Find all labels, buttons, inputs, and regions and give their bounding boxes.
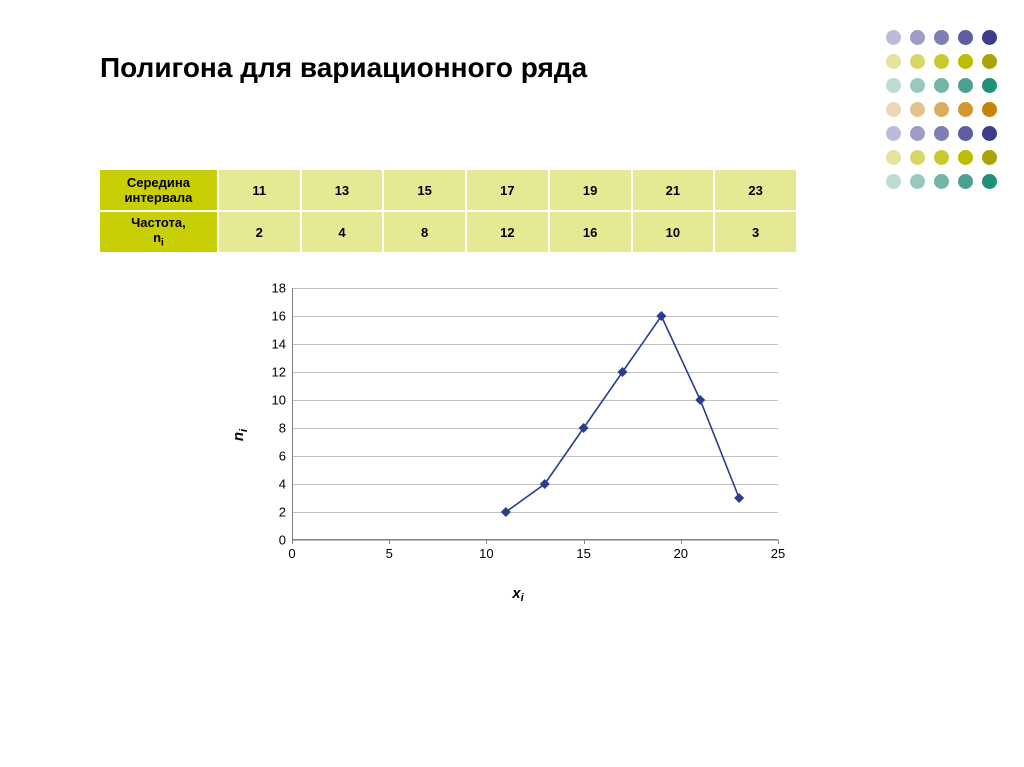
- decor-dot: [958, 54, 973, 69]
- decor-dot: [934, 78, 949, 93]
- decor-dot: [982, 30, 997, 45]
- y-tick-label: 12: [272, 365, 286, 380]
- decor-dot: [982, 126, 997, 141]
- decor-dot-grid: [886, 30, 1002, 194]
- decor-dot: [958, 150, 973, 165]
- frequency-table: Середина интервала 11 13 15 17 19 21 23 …: [98, 168, 798, 254]
- table-cell: 13: [302, 170, 383, 210]
- table-cell: 2: [219, 212, 300, 252]
- decor-dot: [982, 54, 997, 69]
- series-svg: [292, 288, 778, 540]
- decor-dot: [982, 174, 997, 189]
- data-marker: [579, 423, 589, 433]
- decor-dot: [886, 102, 901, 117]
- y-tick-label: 6: [279, 449, 286, 464]
- table-cell: 15: [384, 170, 465, 210]
- plot-area: 0246810121416180510152025: [292, 288, 778, 540]
- decor-dot: [958, 174, 973, 189]
- decor-dot: [982, 102, 997, 117]
- table-cell: 10: [633, 212, 714, 252]
- table-cell: 8: [384, 212, 465, 252]
- x-label-sub: i: [521, 592, 524, 604]
- x-axis-label: xi: [238, 585, 798, 602]
- row2-label-symbol: n: [153, 230, 161, 245]
- decor-dot: [886, 54, 901, 69]
- gridline: [292, 540, 778, 541]
- data-marker: [734, 493, 744, 503]
- decor-dot: [886, 174, 901, 189]
- y-tick-label: 10: [272, 393, 286, 408]
- x-tick-label: 0: [288, 546, 295, 561]
- x-tick-mark: [486, 540, 487, 544]
- decor-dot: [934, 150, 949, 165]
- y-tick-label: 0: [279, 533, 286, 548]
- y-tick-label: 4: [279, 477, 286, 492]
- decor-dot: [910, 150, 925, 165]
- x-tick-mark: [681, 540, 682, 544]
- table-row: Частота, ni 2 4 8 12 16 10 3: [100, 212, 796, 252]
- x-tick-mark: [389, 540, 390, 544]
- decor-dot: [886, 150, 901, 165]
- x-tick-mark: [778, 540, 779, 544]
- data-marker: [656, 311, 666, 321]
- decor-dot: [958, 102, 973, 117]
- decor-dot: [958, 30, 973, 45]
- y-label-sub: i: [238, 429, 250, 432]
- data-marker: [617, 367, 627, 377]
- row2-label-line1: Частота,: [131, 215, 186, 230]
- x-label-main: x: [512, 585, 520, 602]
- table-cell: 12: [467, 212, 548, 252]
- decor-dot: [886, 30, 901, 45]
- table-cell: 11: [219, 170, 300, 210]
- y-tick-label: 18: [272, 281, 286, 296]
- decor-dot: [910, 102, 925, 117]
- y-tick-label: 14: [272, 337, 286, 352]
- table-cell: 21: [633, 170, 714, 210]
- decor-dot: [886, 126, 901, 141]
- table-cell: 17: [467, 170, 548, 210]
- decor-dot: [982, 78, 997, 93]
- row2-label-subscript: i: [161, 238, 164, 249]
- row2-header: Частота, ni: [100, 212, 217, 252]
- decor-dot: [910, 126, 925, 141]
- x-tick-mark: [292, 540, 293, 544]
- decor-dot: [934, 174, 949, 189]
- decor-dot: [910, 78, 925, 93]
- decor-dot: [958, 78, 973, 93]
- decor-dot: [886, 78, 901, 93]
- decor-dot: [982, 150, 997, 165]
- table-cell: 19: [550, 170, 631, 210]
- x-tick-label: 15: [576, 546, 590, 561]
- y-tick-label: 8: [279, 421, 286, 436]
- polygon-chart: ni 0246810121416180510152025 xi: [238, 280, 798, 590]
- table-row: Середина интервала 11 13 15 17 19 21 23: [100, 170, 796, 210]
- y-axis-label: ni: [230, 429, 250, 441]
- x-tick-label: 20: [674, 546, 688, 561]
- y-tick-label: 16: [272, 309, 286, 324]
- series-line: [506, 316, 739, 512]
- y-tick-label: 2: [279, 505, 286, 520]
- decor-dot: [934, 126, 949, 141]
- decor-dot: [934, 102, 949, 117]
- row1-header: Середина интервала: [100, 170, 217, 210]
- decor-dot: [958, 126, 973, 141]
- decor-dot: [910, 54, 925, 69]
- decor-dot: [910, 174, 925, 189]
- decor-dot: [910, 30, 925, 45]
- slide-title: Полигона для вариационного ряда: [100, 52, 587, 84]
- decor-dot: [934, 30, 949, 45]
- table-cell: 23: [715, 170, 796, 210]
- x-tick-label: 10: [479, 546, 493, 561]
- data-marker: [695, 395, 705, 405]
- x-tick-mark: [584, 540, 585, 544]
- decor-dot: [934, 54, 949, 69]
- table-cell: 4: [302, 212, 383, 252]
- y-label-main: n: [230, 432, 247, 441]
- x-tick-label: 5: [386, 546, 393, 561]
- x-tick-label: 25: [771, 546, 785, 561]
- table-cell: 3: [715, 212, 796, 252]
- table-cell: 16: [550, 212, 631, 252]
